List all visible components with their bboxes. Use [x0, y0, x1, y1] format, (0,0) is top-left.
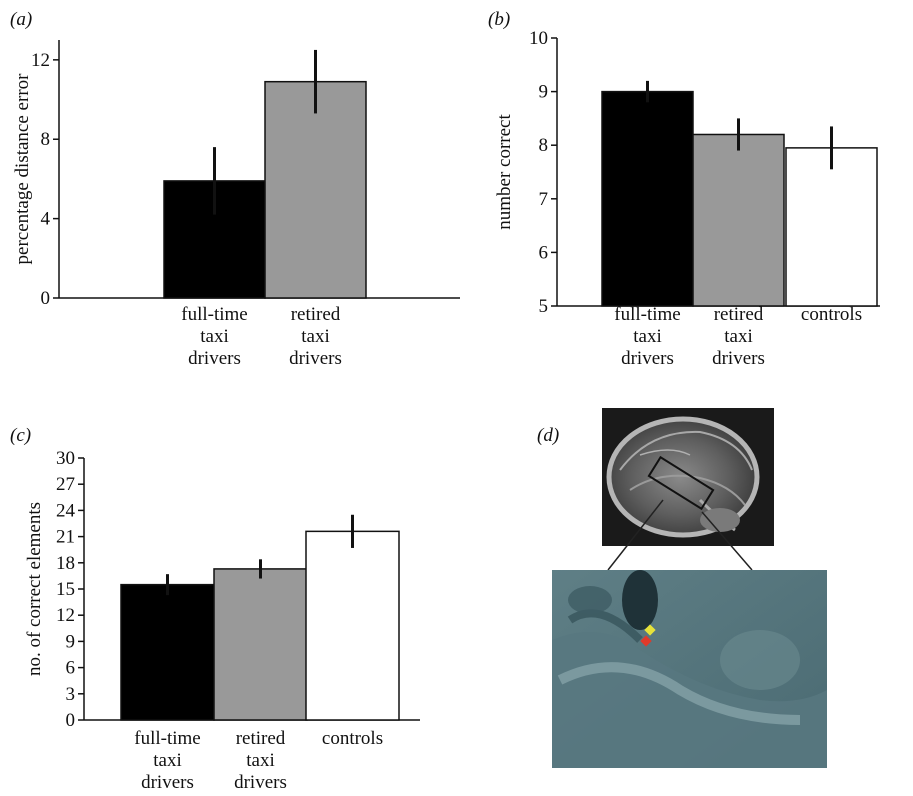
y-tick-label: 0	[41, 288, 51, 309]
bar	[120, 583, 215, 721]
y-tick-label: 21	[56, 527, 75, 548]
bar	[264, 80, 367, 299]
y-tick-label: 9	[539, 82, 549, 103]
bar	[305, 530, 400, 721]
y-tick-label: 0	[66, 710, 76, 731]
y-tick-label: 6	[539, 242, 549, 263]
category-label: drivers	[234, 772, 287, 793]
activation-marker-red	[640, 635, 652, 647]
category-label: drivers	[712, 348, 765, 369]
category-label: drivers	[141, 772, 194, 793]
category-label: drivers	[621, 348, 674, 369]
y-axis-label: percentage distance error	[12, 73, 33, 265]
category-label: taxi	[301, 326, 330, 347]
category-label: full-time	[614, 304, 680, 325]
bar	[601, 90, 694, 307]
panel-b-letter: (b)	[488, 9, 510, 30]
y-tick-label: 8	[41, 129, 51, 150]
brain-sagittal-image	[602, 408, 774, 546]
y-tick-label: 27	[56, 474, 75, 495]
y-tick-label: 12	[31, 50, 50, 71]
y-tick-label: 4	[41, 209, 51, 230]
y-tick-label: 9	[66, 631, 76, 652]
category-label: taxi	[153, 750, 182, 771]
panel-c: (c) 0 3 6 9 12 15 18 21 24 27 30 no. of correct ele…	[10, 425, 420, 793]
category-label: drivers	[188, 348, 241, 369]
category-label: full-time	[181, 304, 247, 325]
panel-c-plot: 0 3 6 9 12 15 18 21 24 27 30 no. of correct element…	[24, 448, 420, 793]
y-tick-label: 6	[66, 658, 76, 679]
category-label: taxi	[246, 750, 275, 771]
zoom-line-right	[701, 511, 753, 571]
y-tick-label: 15	[56, 579, 75, 600]
bar	[785, 147, 878, 307]
zoom-line-left	[607, 499, 664, 571]
y-tick-label: 8	[539, 135, 549, 156]
y-tick-label: 18	[56, 553, 75, 574]
panel-c-letter: (c)	[10, 425, 31, 446]
category-label: full-time	[134, 728, 200, 749]
category-label: controls	[801, 304, 862, 325]
y-tick-label: 7	[539, 189, 549, 210]
y-tick-label: 5	[539, 296, 549, 317]
y-axis-label: number correct	[494, 114, 515, 230]
category-label: drivers	[289, 348, 342, 369]
category-label: controls	[322, 728, 383, 749]
hippocampus-zoom-image	[552, 570, 827, 768]
bar	[692, 133, 785, 307]
y-tick-label: 24	[56, 500, 76, 521]
panel-d-letter: (d)	[537, 425, 559, 446]
category-label: taxi	[200, 326, 229, 347]
y-tick-label: 30	[56, 448, 75, 469]
category-label: taxi	[633, 326, 662, 347]
bar	[213, 568, 308, 721]
activation-marker-yellow	[644, 624, 656, 636]
category-label: retired	[714, 304, 764, 325]
y-tick-label: 3	[66, 684, 76, 705]
panel-a-letter: (a)	[10, 9, 32, 30]
category-label: retired	[291, 304, 341, 325]
y-tick-label: 12	[56, 605, 75, 626]
y-tick-label: 10	[529, 28, 548, 49]
category-label: taxi	[724, 326, 753, 347]
y-axis-label: no. of correct elements	[24, 502, 45, 676]
panel-d: (d)	[537, 408, 827, 768]
category-label: retired	[236, 728, 286, 749]
